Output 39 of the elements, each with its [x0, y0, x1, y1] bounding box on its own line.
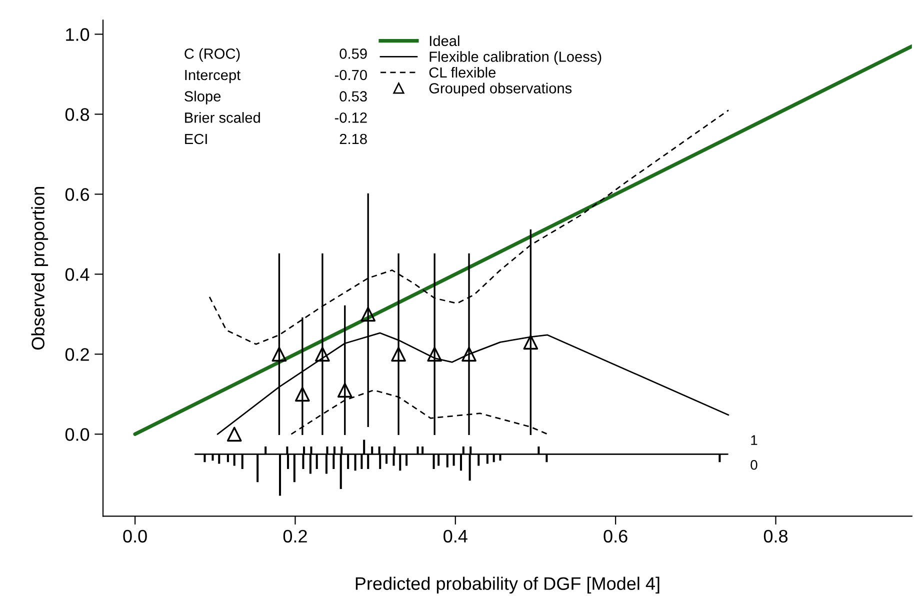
point	[272, 346, 287, 362]
point	[427, 346, 442, 362]
point	[462, 346, 476, 362]
annotation: 2.18	[340, 134, 367, 144]
annotation: Brier scaled	[185, 112, 260, 123]
annotation: 0	[750, 460, 758, 470]
legend-label: CL flexible	[429, 66, 496, 78]
annotation: ECI	[185, 134, 207, 144]
y-tick-label: 1.0	[66, 28, 90, 41]
point	[337, 382, 352, 398]
annotation: -0.70	[334, 70, 367, 80]
x-tick-label: 0.8	[764, 530, 788, 543]
y-tick-label: 0.0	[65, 428, 90, 441]
y-tick-label: 0.8	[65, 108, 90, 121]
y-tick-label: 0.2	[65, 348, 89, 361]
point	[315, 346, 330, 362]
legend-label: Grouped observations	[429, 82, 572, 96]
y-tick-label: 0.6	[65, 188, 90, 201]
annotation: Slope	[184, 90, 221, 104]
annotation: C (ROC)	[184, 48, 240, 62]
annotation: -0.12	[334, 112, 367, 123]
annotation: 0.59	[340, 48, 367, 59]
legend-label: Flexible calibration (Loess)	[430, 51, 602, 65]
annotation: 1	[751, 435, 758, 445]
point	[226, 426, 242, 442]
x-tick-label: 0.4	[444, 530, 468, 543]
point	[391, 346, 406, 362]
point	[360, 306, 376, 322]
point	[295, 386, 310, 402]
annotation: 0.53	[340, 91, 367, 102]
y-tick-label: 0.4	[65, 268, 90, 281]
x-axis-title: Predicted probability of DGF [Model 4]	[356, 576, 660, 594]
x-tick-label: 0.6	[604, 530, 628, 543]
annotation: Intercept	[185, 70, 241, 84]
x-tick-label: 0.0	[123, 530, 147, 543]
y-axis-title: Observed proportion	[31, 187, 48, 350]
legend-label: Ideal	[430, 35, 460, 46]
x-tick-label: 0.2	[283, 530, 307, 543]
point	[523, 334, 538, 350]
